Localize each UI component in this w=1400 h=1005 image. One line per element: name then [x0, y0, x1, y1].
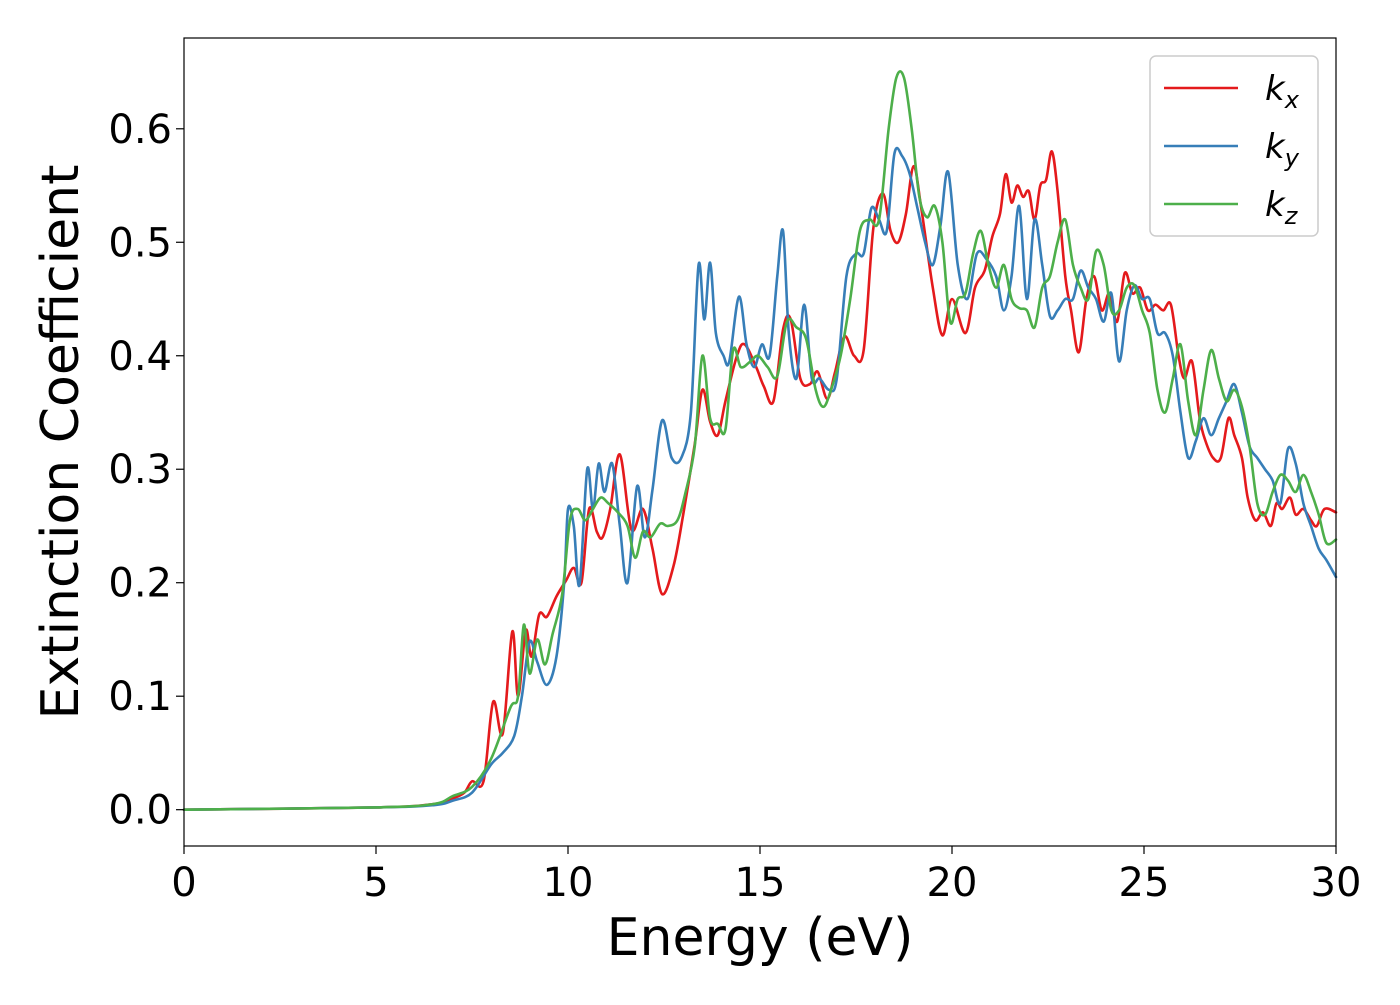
y-axis: 0.0 0.1 0.2 0.3 0.4 0.5 0.6: [108, 107, 184, 834]
y-tick-label: 0.2: [108, 561, 172, 607]
y-tick-label: 0.1: [108, 674, 172, 720]
y-tick-label: 0.3: [108, 447, 172, 493]
y-tick-label: 0.6: [108, 107, 172, 153]
x-tick-label: 5: [363, 860, 388, 906]
x-tick-label: 30: [1311, 860, 1362, 906]
series-line-k-z: [182, 70, 1338, 811]
x-axis-title: Energy (eV): [607, 908, 914, 968]
x-tick-label: 10: [543, 860, 594, 906]
y-tick-label: 0.0: [108, 788, 172, 834]
y-axis-title: Extinction Coefficient: [31, 165, 91, 720]
x-tick-label: 0: [171, 860, 196, 906]
y-tick-label: 0.4: [108, 334, 172, 380]
plot-background: [184, 38, 1336, 846]
series-layer: [182, 70, 1338, 811]
y-tick-label: 0.5: [108, 220, 172, 266]
x-tick-label: 15: [735, 860, 786, 906]
x-tick-label: 20: [927, 860, 978, 906]
x-axis: 0 5 10 15 20 25 30: [171, 846, 1361, 906]
x-tick-label: 25: [1119, 860, 1170, 906]
